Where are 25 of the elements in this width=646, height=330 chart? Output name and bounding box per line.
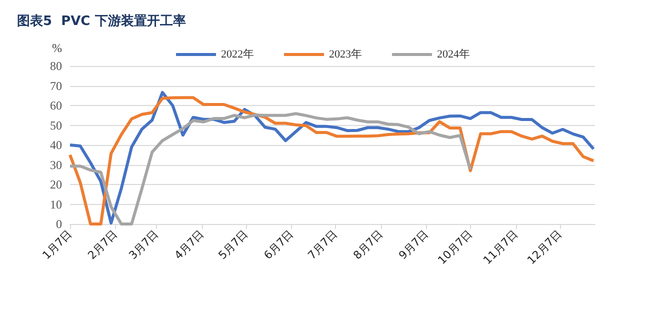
x-tick-label: 12月7日	[524, 227, 564, 267]
legend-label: 2024年	[437, 48, 470, 60]
y-tick-label: 80	[50, 59, 62, 73]
y-tick-label: 60	[50, 98, 62, 112]
x-tick-label: 8月7日	[350, 227, 386, 262]
y-tick-label: 50	[50, 118, 62, 132]
x-tick-label: 6月7日	[261, 227, 296, 262]
y-axis-title: %	[52, 41, 62, 55]
legend-label: 2022年	[221, 48, 254, 60]
x-tick-label: 11月7日	[480, 227, 520, 267]
x-tick-label: 9月7日	[396, 227, 431, 262]
y-tick-label: 40	[50, 138, 62, 152]
y-tick-label: 10	[50, 197, 62, 212]
y-tick-label: 20	[50, 178, 62, 192]
legend-label: 2023年	[329, 48, 362, 60]
x-tick-label: 4月7日	[172, 227, 207, 262]
x-tick-label: 2月7日	[85, 227, 120, 262]
y-tick-label: 30	[50, 158, 62, 172]
x-tick-label: 5月7日	[216, 227, 251, 262]
x-tick-label: 7月7日	[305, 227, 340, 262]
x-tick-label: 3月7日	[126, 227, 162, 262]
y-tick-label: 70	[50, 78, 62, 93]
line-series	[68, 112, 472, 226]
x-tick-label: 10月7日	[435, 227, 475, 267]
chart-title: 图表5 PVC 下游装置开工率	[17, 13, 186, 29]
